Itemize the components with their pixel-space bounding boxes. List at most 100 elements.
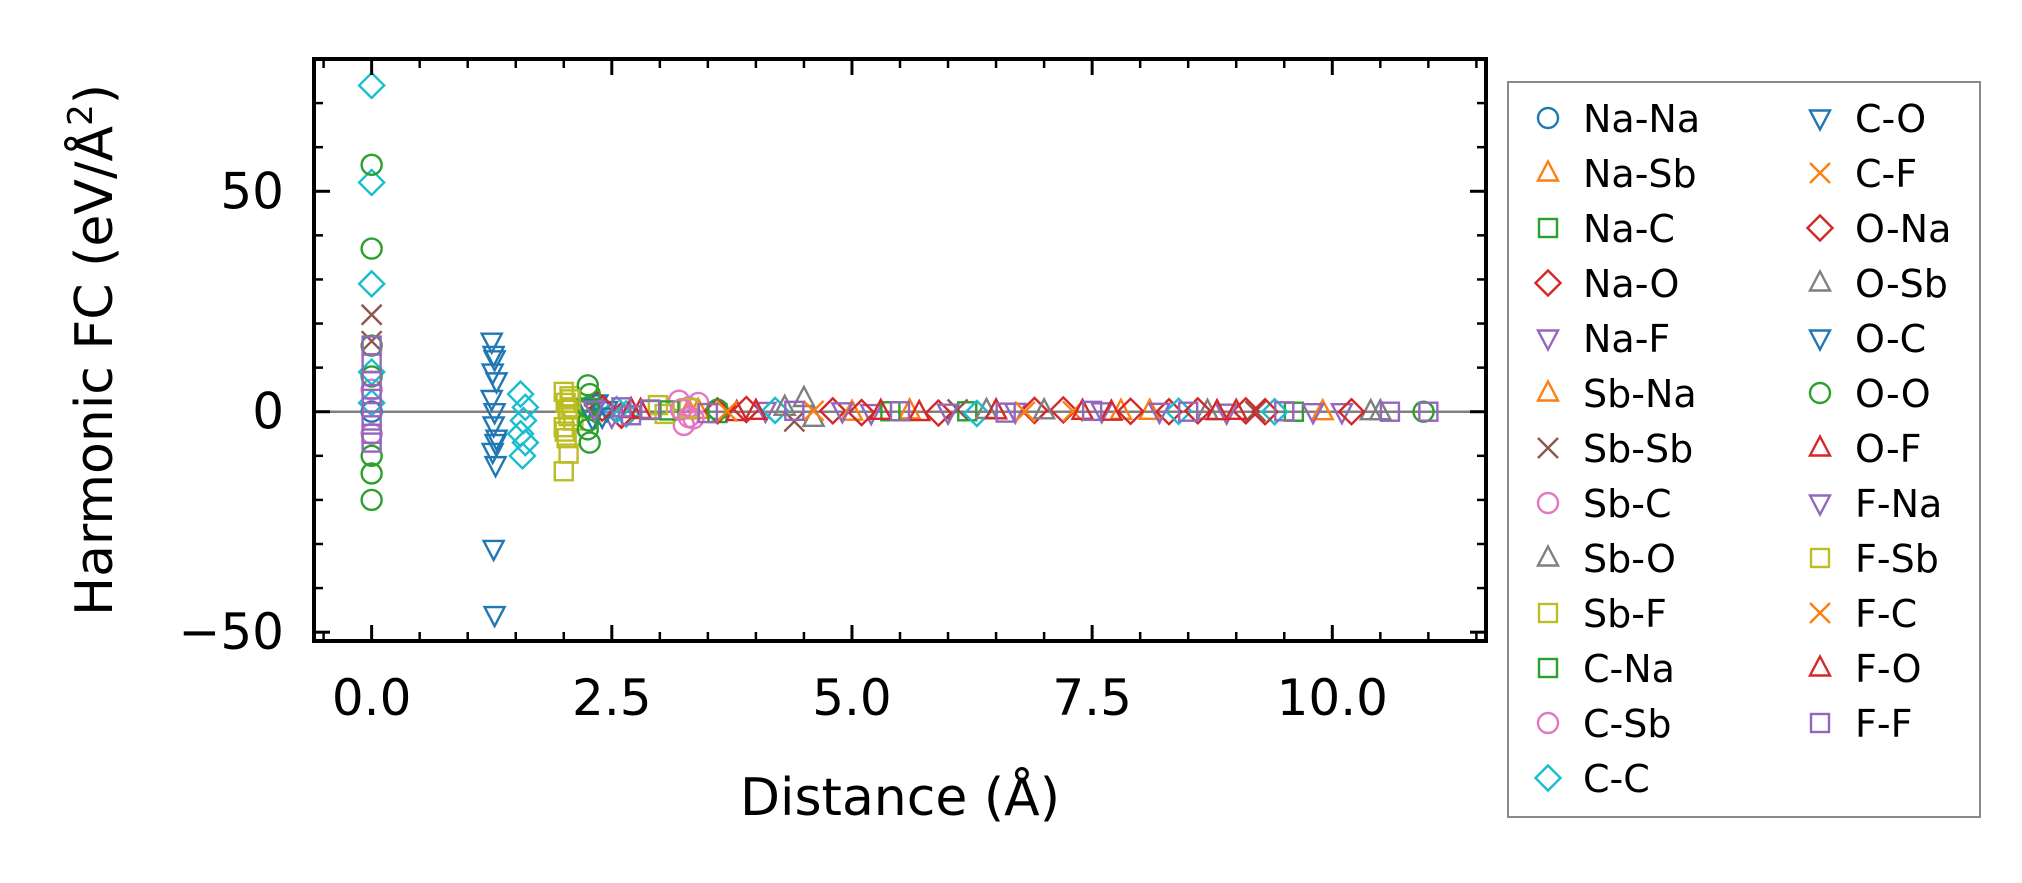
legend-marker-o-sb <box>1808 268 1832 292</box>
x-axis-label: Distance (Å) <box>740 766 1060 828</box>
y-tick-label: 50 <box>220 162 284 220</box>
point-sb-na <box>839 398 864 421</box>
point-f-f <box>361 383 382 405</box>
point-f-f <box>784 400 805 422</box>
point-f-na <box>1301 403 1326 426</box>
point-f-f <box>1418 401 1439 422</box>
legend-marker-f-c <box>1809 602 1831 624</box>
point-f-f <box>361 397 382 418</box>
point-c-c <box>357 71 386 100</box>
legend-marker-o-o <box>1808 381 1832 405</box>
point-sb-sb <box>360 303 383 326</box>
legend-marker-sb-c <box>1536 491 1560 515</box>
point-o-na <box>847 398 876 427</box>
point-sb-f <box>654 403 675 425</box>
point-c-o <box>480 442 505 466</box>
point-f-na <box>582 400 607 424</box>
point-c-o <box>479 389 504 413</box>
legend-marker-o-f <box>1808 433 1832 457</box>
point-f-o <box>743 397 768 420</box>
point-o-sb <box>1032 396 1057 420</box>
point-o-na <box>1250 397 1280 426</box>
legend-label-sb-na: Sb-Na <box>1583 372 1697 416</box>
legend-label-f-c: F-C <box>1855 592 1917 636</box>
point-c-sb <box>669 398 693 421</box>
point-sb-sb <box>1244 400 1267 423</box>
point-o-na <box>1337 397 1366 426</box>
point-na-o <box>1231 396 1261 426</box>
legend-marker-sb-o <box>1536 543 1560 567</box>
point-o-o <box>360 153 383 177</box>
point-o-o <box>360 237 383 260</box>
point-f-f <box>889 401 911 422</box>
point-c-c <box>508 441 537 471</box>
point-o-o <box>360 488 383 512</box>
legend-label-sb-c: Sb-C <box>1583 482 1672 526</box>
point-o-f <box>1224 397 1249 420</box>
point-c-na <box>659 400 680 421</box>
legend-marker-f-sb <box>1809 547 1831 569</box>
point-f-f <box>1274 401 1295 422</box>
point-f-f <box>697 402 719 424</box>
x-tick-label: 0.0 <box>332 669 412 727</box>
legend-label-o-na: O-Na <box>1855 207 1951 251</box>
legend-marker-na-sb <box>1536 158 1560 182</box>
point-na-f <box>1214 403 1239 427</box>
point-c-o <box>479 332 504 356</box>
legend-label-na-c: Na-C <box>1583 207 1675 251</box>
point-o-f <box>868 397 893 420</box>
point-o-na <box>1183 396 1213 426</box>
point-c-c <box>357 269 386 299</box>
point-na-o <box>924 398 953 428</box>
point-f-c <box>1014 400 1036 423</box>
point-na-sb <box>1310 397 1335 421</box>
legend-label-c-na: C-Na <box>1583 647 1675 691</box>
y-tick-label: −50 <box>178 603 284 661</box>
x-tick-label: 5.0 <box>812 669 892 727</box>
legend-label-o-f: O-F <box>1855 427 1922 471</box>
legend-marker-sb-f <box>1537 602 1559 624</box>
legend-marker-sb-na <box>1536 378 1560 402</box>
point-c-c <box>760 396 790 425</box>
point-c-o <box>484 429 509 453</box>
legend-label-sb-f: Sb-F <box>1583 592 1667 636</box>
point-c-c <box>357 168 386 197</box>
point-f-f <box>1177 401 1199 422</box>
legend-label-f-na: F-Na <box>1855 482 1942 526</box>
point-f-f <box>1379 401 1401 422</box>
point-c-o <box>483 455 508 479</box>
legend-label-o-sb: O-Sb <box>1855 262 1948 306</box>
point-f-f <box>620 405 642 426</box>
legend-marker-c-f <box>1809 162 1831 184</box>
legend-label-sb-sb: Sb-Sb <box>1583 427 1693 471</box>
legend-marker-c-o <box>1808 109 1832 133</box>
point-o-na <box>1116 397 1145 426</box>
point-f-o <box>1205 397 1230 421</box>
legend-marker-c-sb <box>1536 711 1560 735</box>
point-f-f <box>1081 400 1103 422</box>
legend-label-c-f: C-F <box>1855 152 1917 196</box>
legend-marker-o-na <box>1805 213 1835 243</box>
legend-marker-f-o <box>1808 653 1832 677</box>
legend-label-f-o: F-O <box>1855 647 1922 691</box>
axis-ticks <box>314 57 1486 641</box>
point-na-o <box>1154 397 1184 426</box>
point-f-na <box>830 402 855 425</box>
point-c-o <box>482 403 507 426</box>
point-o-o <box>576 374 599 397</box>
legend-marker-c-c <box>1533 763 1563 793</box>
legend-label-o-c: O-C <box>1855 317 1926 361</box>
point-c-o <box>482 605 507 629</box>
point-c-c <box>962 399 992 428</box>
legend-label-c-o: C-O <box>1855 97 1926 141</box>
y-axis-label: Harmonic FC (eV/Å2) <box>61 84 125 616</box>
legend-label-na-o: Na-O <box>1583 262 1679 306</box>
legend-label-na-f: Na-F <box>1583 317 1670 361</box>
legend-label-o-o: O-O <box>1855 372 1931 416</box>
legend-marker-f-f <box>1809 712 1831 734</box>
point-c-o <box>484 372 509 395</box>
point-f-sb <box>560 389 581 410</box>
point-na-o <box>1049 395 1078 425</box>
point-o-f <box>1099 398 1124 421</box>
